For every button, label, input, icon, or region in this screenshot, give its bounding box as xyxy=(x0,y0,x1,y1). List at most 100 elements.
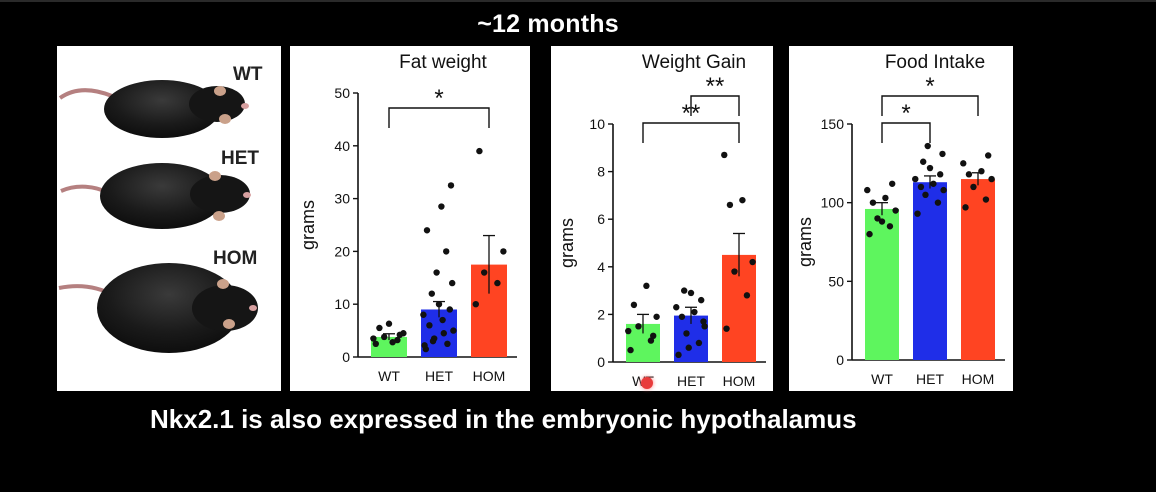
data-point-het xyxy=(449,279,456,287)
data-point-hom xyxy=(965,171,973,178)
hom-label: HOM xyxy=(213,248,257,269)
data-point-het xyxy=(930,180,937,187)
y-axis-label: grams xyxy=(795,217,815,267)
data-point-het xyxy=(912,175,919,183)
y-tick-label: 0 xyxy=(836,352,844,368)
mouse-photo: WT HET HOM xyxy=(58,64,263,353)
chart-title: Fat weight xyxy=(399,52,487,73)
data-point-het xyxy=(439,316,446,324)
data-point-wt xyxy=(381,333,388,341)
data-point-het xyxy=(681,287,688,294)
data-point-het xyxy=(940,186,947,194)
laser-pointer-dot xyxy=(641,377,653,389)
significance-label: * xyxy=(925,73,934,100)
data-point-het xyxy=(447,182,455,189)
data-point-wt xyxy=(886,223,894,230)
data-point-hom xyxy=(970,183,977,191)
data-point-het xyxy=(926,164,934,172)
data-point-het xyxy=(428,290,435,297)
data-point-het xyxy=(920,158,927,165)
data-point-wt xyxy=(869,199,877,206)
y-tick-label: 50 xyxy=(334,85,350,101)
data-point-wt xyxy=(385,320,393,327)
data-point-wt xyxy=(389,339,396,346)
food-intake-chart: Food Intake grams 0 50 100 150 WT HET HOM * * xyxy=(795,52,1005,387)
data-point-wt xyxy=(647,337,655,344)
y-tick-label: 0 xyxy=(342,349,350,365)
data-point-het xyxy=(924,142,931,150)
data-point-hom xyxy=(472,301,479,308)
data-point-het xyxy=(687,289,695,297)
y-tick-label: 2 xyxy=(597,306,605,322)
data-point-het xyxy=(421,342,428,349)
data-point-wt xyxy=(394,336,401,344)
data-point-hom xyxy=(962,204,969,211)
data-point-wt xyxy=(878,218,886,225)
significance-bracket xyxy=(690,95,740,116)
y-tick-label: 30 xyxy=(334,191,350,207)
data-point-het xyxy=(675,351,682,359)
het-mouse-image xyxy=(60,163,251,229)
data-point-hom xyxy=(978,168,985,175)
data-point-het xyxy=(683,330,690,337)
data-point-wt xyxy=(372,340,379,347)
data-point-wt xyxy=(630,301,638,309)
x-tick-label-hom: HOM xyxy=(962,371,995,387)
data-point-wt xyxy=(653,313,660,320)
data-point-wt xyxy=(635,323,642,330)
slide-title: ~12 months xyxy=(477,10,619,38)
data-point-het xyxy=(438,203,445,210)
data-point-hom xyxy=(743,292,751,299)
data-point-het xyxy=(446,306,453,313)
data-point-hom xyxy=(494,279,501,287)
significance-bracket xyxy=(881,122,931,143)
weight-gain-chart: Weight Gaingrams0246810WTHETHOM**** xyxy=(557,52,766,389)
y-tick-label: 4 xyxy=(597,259,605,275)
x-tick-label-het: HET xyxy=(425,368,453,384)
slide-caption: Nkx2.1 is also expressed in the embryoni… xyxy=(150,404,857,434)
data-point-het xyxy=(420,311,427,318)
data-point-wt xyxy=(376,324,383,332)
data-point-hom xyxy=(721,151,728,159)
data-point-het xyxy=(691,308,698,316)
significance-label: * xyxy=(434,85,443,112)
data-point-hom xyxy=(476,147,483,155)
significance-label: * xyxy=(901,100,910,127)
data-point-wt xyxy=(643,282,650,290)
y-tick-label: 0 xyxy=(597,354,605,370)
food-intake-chart-panel: Food Intake grams 0 50 100 150 WT HET HOM * * xyxy=(789,46,1013,391)
data-point-het xyxy=(695,339,703,347)
data-point-wt xyxy=(864,186,871,194)
data-point-het xyxy=(426,322,433,329)
data-point-hom xyxy=(960,160,967,167)
y-tick-label: 10 xyxy=(589,116,605,132)
x-tick-label-wt: WT xyxy=(871,371,893,387)
data-point-hom xyxy=(481,269,488,276)
data-point-het xyxy=(429,337,437,345)
significance-bracket xyxy=(881,95,979,116)
data-point-het xyxy=(700,318,707,325)
data-point-wt xyxy=(892,207,899,214)
y-axis-label: grams xyxy=(298,200,318,250)
data-point-wt xyxy=(866,230,873,238)
y-tick-label: 150 xyxy=(821,116,845,132)
chart-title: Food Intake xyxy=(885,52,985,73)
data-point-wt xyxy=(889,180,896,187)
data-point-het xyxy=(698,296,705,304)
data-point-hom xyxy=(982,196,990,203)
data-point-het xyxy=(443,248,450,255)
data-point-het xyxy=(685,344,692,351)
bar-het xyxy=(913,182,947,360)
hom-mouse-image xyxy=(58,263,258,353)
wt-mouse-image xyxy=(58,80,249,138)
data-point-het xyxy=(435,301,443,308)
slide-top-border xyxy=(0,0,1156,2)
y-tick-label: 50 xyxy=(828,273,844,289)
weight-gain-chart-panel: Weight Gaingrams0246810WTHETHOM**** xyxy=(551,46,773,391)
y-axis-label: grams xyxy=(557,218,577,268)
mouse-photo-panel: WT HET HOM xyxy=(57,46,281,391)
data-point-wt xyxy=(396,331,403,339)
data-point-het xyxy=(673,304,680,311)
data-point-het xyxy=(423,227,431,234)
y-tick-label: 6 xyxy=(597,211,605,227)
